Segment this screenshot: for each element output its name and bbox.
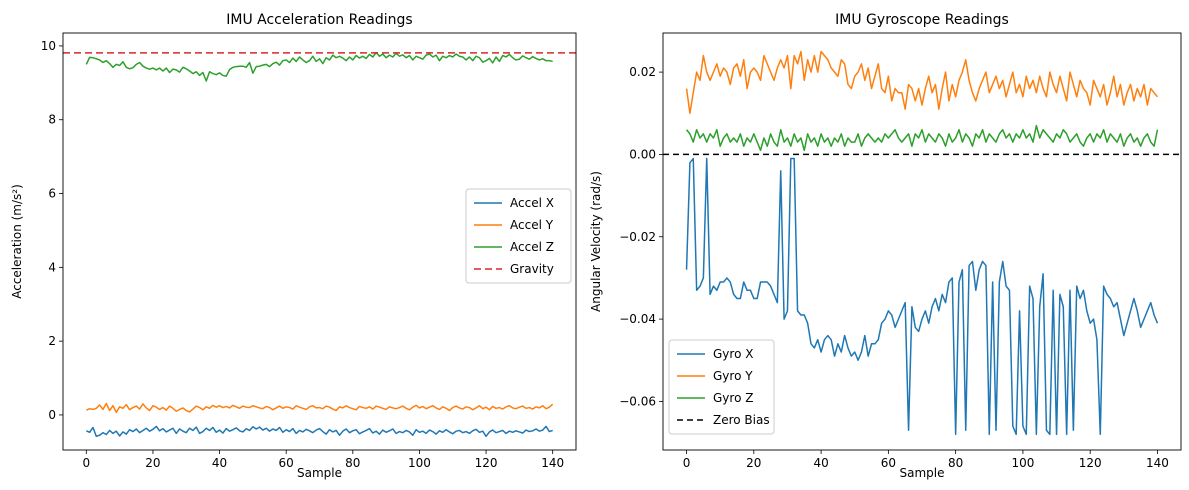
acceleration-series-accel-x [86, 425, 553, 438]
gyroscope-x-tick-label: 140 [1146, 456, 1169, 470]
gyroscope-series-gyro-y [685, 50, 1159, 115]
acceleration-legend-label-accel-y: Accel Y [510, 218, 554, 232]
acceleration-legend-label-gravity: Gravity [510, 262, 554, 276]
acceleration-x-tick-label: 0 [82, 456, 90, 470]
gyroscope-y-axis-label: Angular Velocity (rad/s) [589, 171, 603, 312]
acceleration-series-layer [63, 51, 576, 438]
gyroscope-x-tick-label: 40 [813, 456, 828, 470]
gyroscope-y-tick-label: 0.00 [629, 147, 656, 161]
gyroscope-series-gyro-z [685, 124, 1159, 152]
acceleration-legend-label-accel-x: Accel X [510, 196, 554, 210]
acceleration-y-axis-label: Acceleration (m/s²) [10, 184, 24, 299]
acceleration-y-ticks: 0 2 4 6 8 10 [41, 39, 63, 422]
acceleration-series-accel-y [86, 402, 554, 414]
acceleration-x-tick-label: 40 [212, 456, 227, 470]
gyroscope-x-tick-label: 60 [881, 456, 896, 470]
acceleration-x-axis-label: Sample [297, 466, 342, 480]
gyroscope-x-tick-label: 0 [683, 456, 691, 470]
gyroscope-x-tick-label: 100 [1011, 456, 1034, 470]
acceleration-y-tick-label: 0 [48, 408, 56, 422]
acceleration-x-ticks: 0 20 40 60 80 100 120 140 [82, 450, 564, 470]
acceleration-y-tick-label: 2 [48, 334, 56, 348]
gyroscope-legend-label-gyro-y: Gyro Y [713, 369, 753, 383]
gyroscope-legend-label-gyro-x: Gyro X [713, 347, 753, 361]
gyroscope-series-gyro-x [685, 157, 1159, 436]
gyroscope-series-layer [663, 50, 1181, 436]
acceleration-subplot: IMU Acceleration Readings Sample Acceler… [10, 12, 577, 480]
acceleration-legend: Accel X Accel Y Accel Z Gravity [465, 188, 572, 284]
acceleration-plot-frame [62, 32, 577, 451]
gyroscope-chart-title: IMU Gyroscope Readings [835, 12, 1009, 28]
gyroscope-legend-box [668, 339, 775, 435]
gyroscope-x-axis-label: Sample [900, 466, 945, 480]
gyroscope-legend-label-zero-bias: Zero Bias [713, 413, 770, 427]
gyroscope-y-tick-label: −0.02 [619, 230, 656, 244]
gyroscope-subplot: IMU Gyroscope Readings Sample Angular Ve… [589, 12, 1182, 480]
acceleration-series-accel-z [85, 51, 553, 82]
gyroscope-x-ticks: 0 20 40 60 80 100 120 140 [683, 450, 1169, 470]
acceleration-y-tick-label: 4 [48, 260, 56, 274]
acceleration-x-tick-label: 20 [145, 456, 160, 470]
gyroscope-legend-label-gyro-z: Gyro Z [713, 391, 753, 405]
acceleration-x-tick-label: 140 [541, 456, 564, 470]
gyroscope-y-ticks: −0.06 −0.04 −0.02 0.00 0.02 [619, 65, 663, 408]
gyroscope-y-tick-label: −0.06 [619, 394, 656, 408]
acceleration-y-tick-label: 10 [41, 39, 56, 53]
acceleration-y-tick-label: 6 [48, 187, 56, 201]
gyroscope-x-tick-label: 80 [948, 456, 963, 470]
acceleration-x-tick-label: 120 [475, 456, 498, 470]
acceleration-legend-label-accel-z: Accel Z [510, 240, 554, 254]
acceleration-x-tick-label: 60 [279, 456, 294, 470]
acceleration-x-tick-label: 80 [345, 456, 360, 470]
acceleration-x-tick-label: 100 [408, 456, 431, 470]
gyroscope-plot-frame [662, 32, 1182, 451]
gyroscope-legend: Gyro X Gyro Y Gyro Z Zero Bias [668, 339, 775, 435]
gyroscope-x-tick-label: 20 [746, 456, 761, 470]
acceleration-legend-box [465, 188, 572, 284]
gyroscope-y-tick-label: 0.02 [629, 65, 656, 79]
acceleration-chart-title: IMU Acceleration Readings [226, 12, 412, 28]
acceleration-y-tick-label: 8 [48, 113, 56, 127]
gyroscope-y-tick-label: −0.04 [619, 312, 656, 326]
gyroscope-x-tick-label: 120 [1079, 456, 1102, 470]
